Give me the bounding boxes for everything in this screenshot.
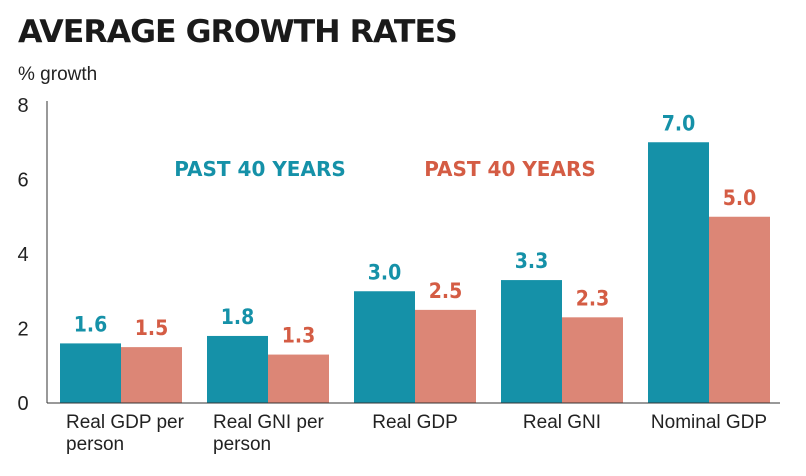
bar-value-label: 5.0: [723, 186, 756, 210]
bar: [207, 335, 268, 403]
y-tick-label: 6: [17, 170, 28, 192]
bar: [268, 354, 329, 403]
y-tick-label: 8: [17, 95, 28, 117]
bar: [648, 142, 709, 403]
y-tick-label: 4: [17, 244, 28, 266]
x-category-label: Real GDP per: [66, 412, 185, 433]
legend-series-2: PAST 40 YEARS: [424, 157, 596, 181]
bar-value-label: 1.6: [74, 312, 107, 336]
bar-value-label: 3.3: [515, 249, 548, 273]
bar-value-label: 3.0: [368, 260, 401, 284]
x-category-label: Real GNI per: [213, 412, 325, 433]
bar: [415, 309, 476, 403]
y-tick-label: 2: [17, 319, 28, 341]
bar-value-label: 1.3: [282, 324, 315, 348]
bar: [60, 343, 121, 403]
bar: [354, 291, 415, 403]
bar: [121, 347, 182, 403]
x-category-label: person: [213, 434, 271, 455]
bar-value-label: 2.3: [576, 286, 609, 310]
x-category-label: Nominal GDP: [651, 412, 767, 433]
bar-value-label: 7.0: [662, 111, 695, 135]
x-category-label: Real GDP: [372, 412, 458, 433]
legend-series-1: PAST 40 YEARS: [174, 157, 346, 181]
bar-value-label: 2.5: [429, 279, 462, 303]
bar: [562, 317, 623, 403]
x-category-label: Real GNI: [523, 412, 601, 433]
bar: [501, 280, 562, 403]
chart-title: AVERAGE GROWTH RATES: [18, 14, 458, 50]
x-category-label: person: [66, 434, 124, 455]
y-tick-label: 0: [17, 393, 28, 415]
bar-value-label: 1.8: [221, 305, 254, 329]
y-axis-unit-label: % growth: [18, 64, 98, 85]
bar: [709, 216, 770, 403]
bar-value-label: 1.5: [135, 316, 168, 340]
